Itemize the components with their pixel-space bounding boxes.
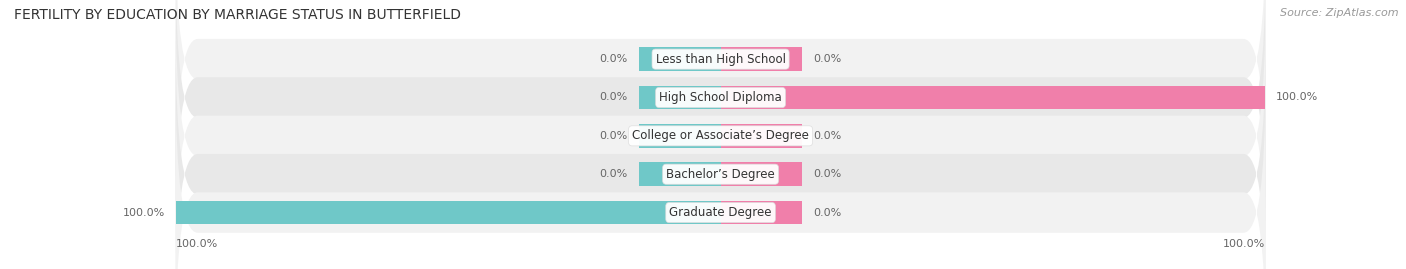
Text: 100.0%: 100.0% <box>176 239 218 249</box>
Bar <box>638 124 721 148</box>
Text: 100.0%: 100.0% <box>1277 93 1319 102</box>
Text: FERTILITY BY EDUCATION BY MARRIAGE STATUS IN BUTTERFIELD: FERTILITY BY EDUCATION BY MARRIAGE STATU… <box>14 8 461 22</box>
Text: College or Associate’s Degree: College or Associate’s Degree <box>633 129 808 142</box>
FancyBboxPatch shape <box>176 0 1265 192</box>
Text: Less than High School: Less than High School <box>655 53 786 66</box>
FancyBboxPatch shape <box>176 41 1265 269</box>
Text: High School Diploma: High School Diploma <box>659 91 782 104</box>
Text: 0.0%: 0.0% <box>600 93 628 102</box>
Bar <box>721 201 803 224</box>
Bar <box>638 47 721 71</box>
FancyBboxPatch shape <box>176 3 1265 269</box>
Bar <box>721 162 803 186</box>
Text: 0.0%: 0.0% <box>813 208 841 218</box>
Bar <box>721 124 803 148</box>
Bar <box>721 86 1265 109</box>
Text: Source: ZipAtlas.com: Source: ZipAtlas.com <box>1281 8 1399 18</box>
Text: 100.0%: 100.0% <box>1223 239 1265 249</box>
Text: 100.0%: 100.0% <box>122 208 165 218</box>
Text: 0.0%: 0.0% <box>600 131 628 141</box>
Text: Graduate Degree: Graduate Degree <box>669 206 772 219</box>
Bar <box>638 86 721 109</box>
Text: Bachelor’s Degree: Bachelor’s Degree <box>666 168 775 181</box>
Text: 0.0%: 0.0% <box>813 131 841 141</box>
Text: 0.0%: 0.0% <box>813 54 841 64</box>
FancyBboxPatch shape <box>176 0 1265 231</box>
Text: 0.0%: 0.0% <box>600 169 628 179</box>
Bar <box>721 47 803 71</box>
Text: 0.0%: 0.0% <box>600 54 628 64</box>
FancyBboxPatch shape <box>176 79 1265 269</box>
Bar <box>638 162 721 186</box>
Text: 0.0%: 0.0% <box>813 169 841 179</box>
Bar <box>176 201 721 224</box>
